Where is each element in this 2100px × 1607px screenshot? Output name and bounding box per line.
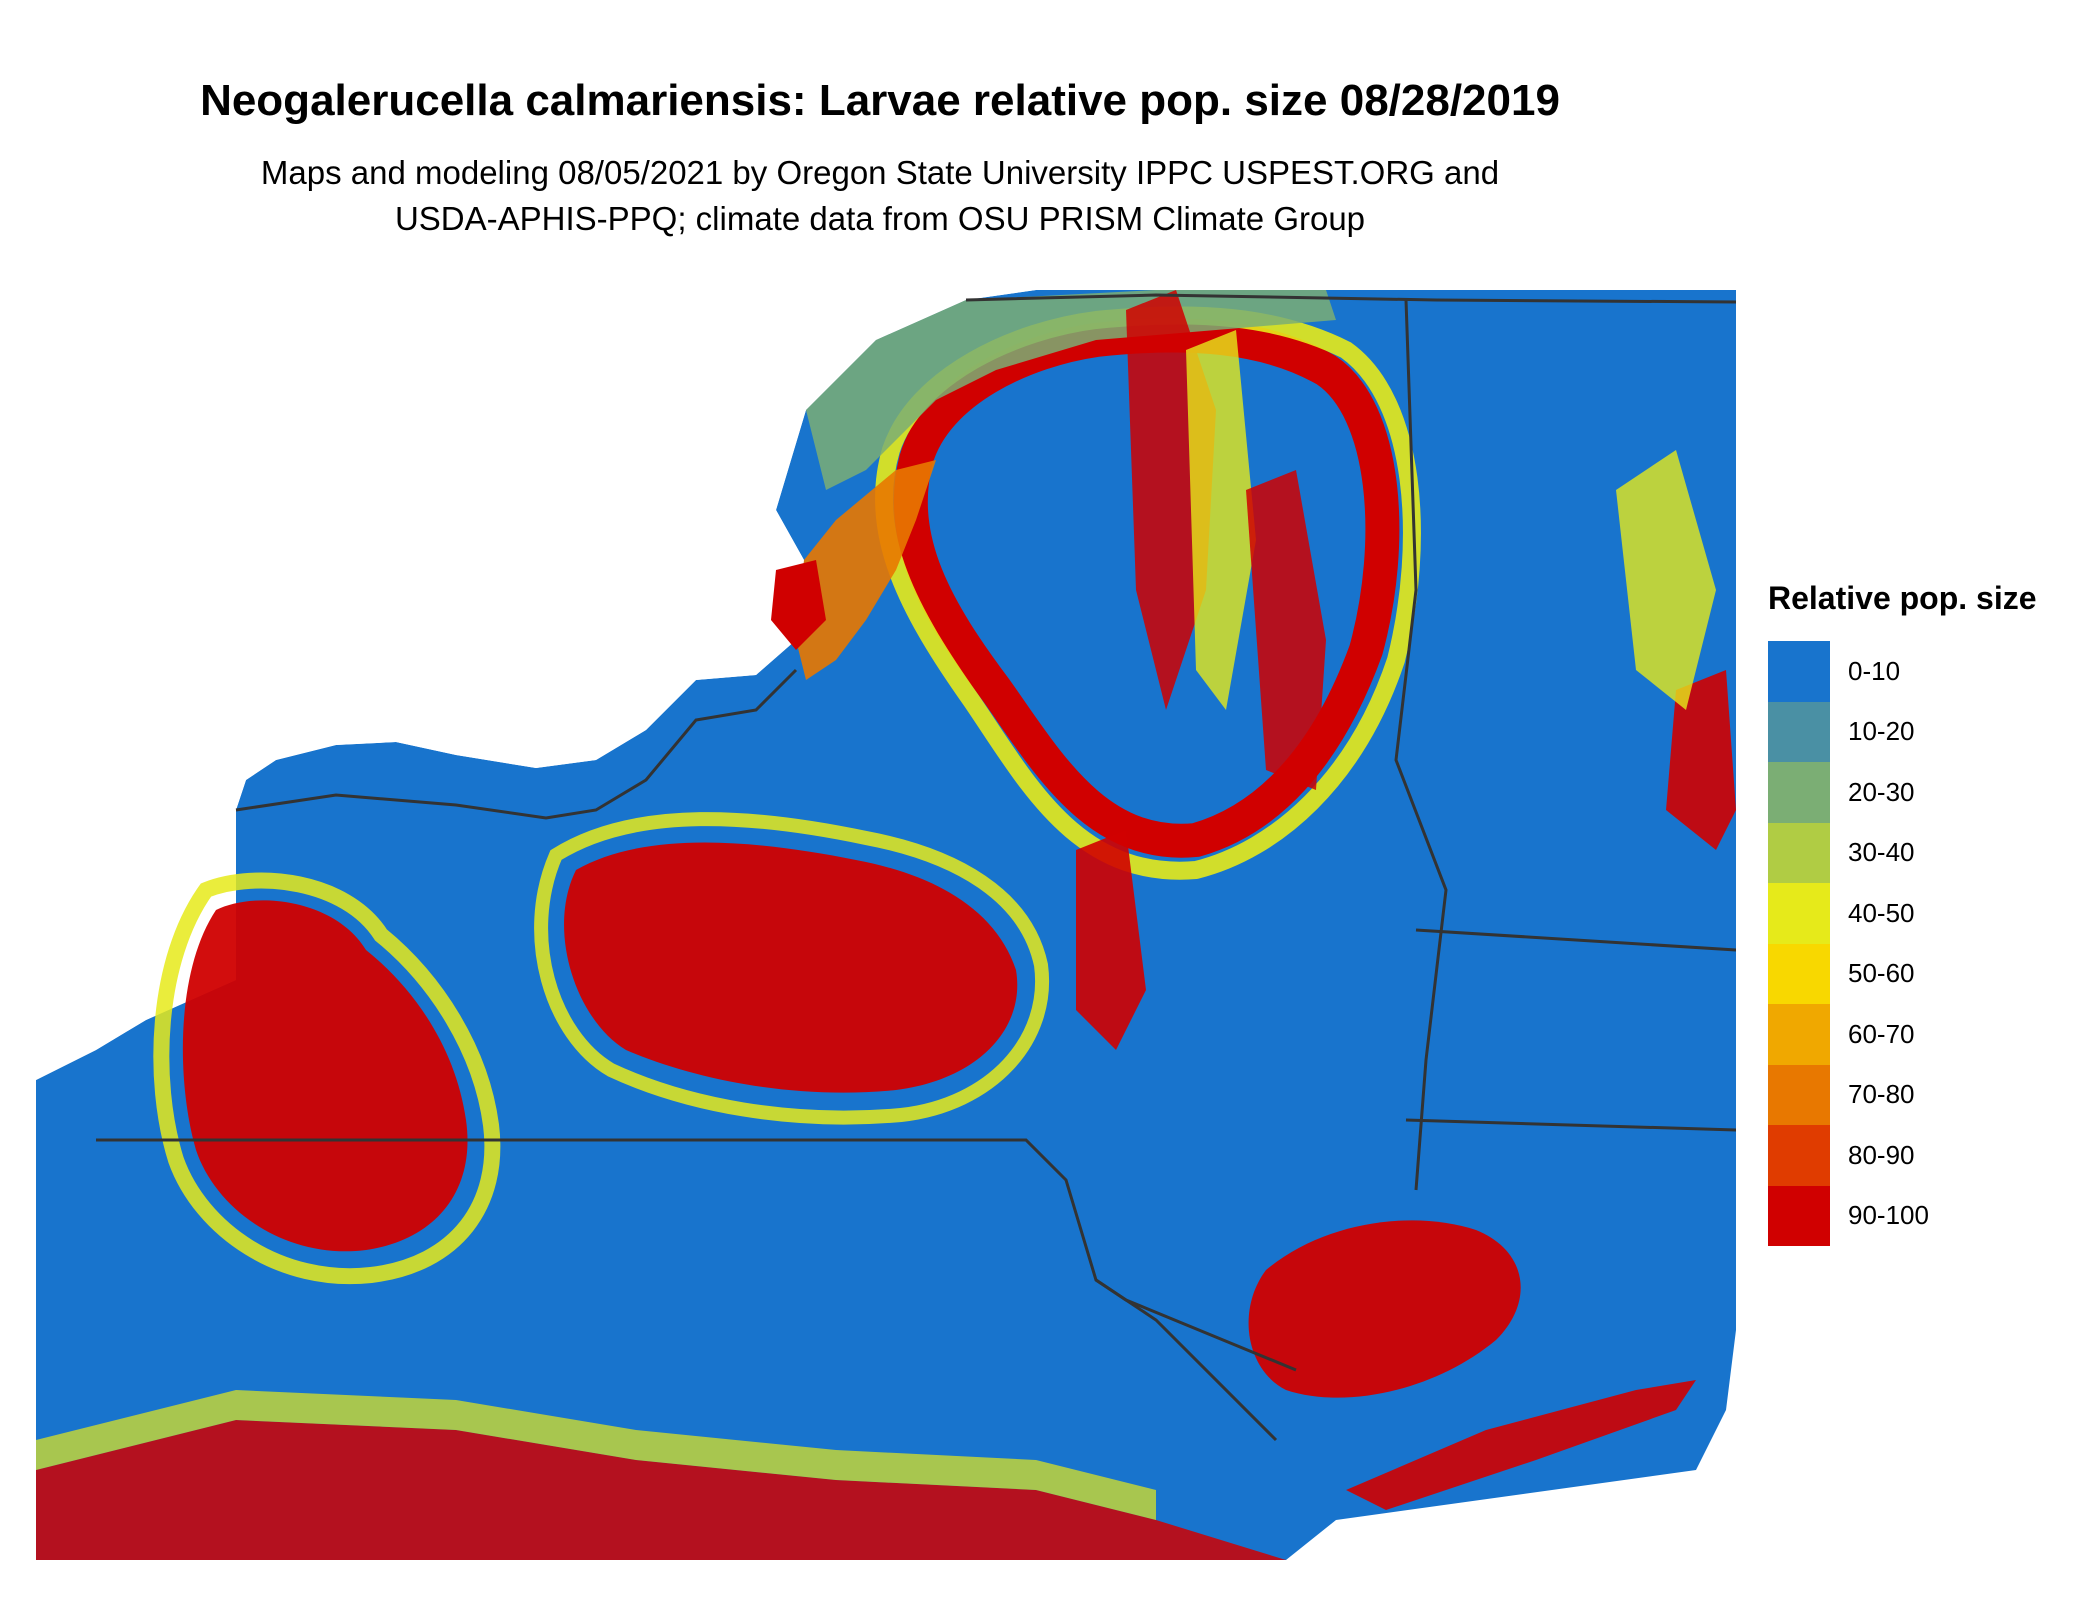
legend-label: 30-40 xyxy=(1848,837,1915,868)
legend-swatch xyxy=(1768,1185,1830,1246)
legend-label: 40-50 xyxy=(1848,897,1915,928)
central-hotspot-fringe xyxy=(534,812,1050,1125)
population-map xyxy=(36,290,1736,1560)
west-hotspot xyxy=(182,900,468,1252)
legend-swatch xyxy=(1768,701,1830,762)
north-band xyxy=(806,290,1336,490)
legend-item: 90-100 xyxy=(1768,1185,2088,1246)
legend-swatch xyxy=(1768,1004,1830,1065)
map-subtitle: Maps and modeling 08/05/2021 by Oregon S… xyxy=(0,150,1760,242)
legend-label: 50-60 xyxy=(1848,958,1915,989)
map-legend: Relative pop. size 0-10 10-20 20-30 30-4… xyxy=(1768,580,2088,1246)
ny-vt-border xyxy=(1394,299,1448,1191)
legend-label: 60-70 xyxy=(1848,1018,1915,1049)
vermont-hotspot xyxy=(1666,670,1736,850)
ny-ct-border xyxy=(1405,1118,1736,1132)
subtitle-line-1: Maps and modeling 08/05/2021 by Oregon S… xyxy=(260,154,1500,191)
legend-items: 0-10 10-20 20-30 30-40 40-50 50-60 60-70 xyxy=(1768,641,2088,1246)
south-band-fringe xyxy=(36,1390,1156,1520)
legend-swatch xyxy=(1768,641,1830,702)
ny-pa-border xyxy=(96,1138,1278,1442)
hudson-strip xyxy=(1076,830,1146,1050)
long-island xyxy=(1346,1380,1696,1510)
legend-label: 80-90 xyxy=(1848,1139,1915,1170)
map-title: Neogalerucella calmariensis: Larvae rela… xyxy=(200,76,1560,125)
lake-erie-shore xyxy=(235,668,798,820)
legend-label: 10-20 xyxy=(1848,716,1915,747)
legend-swatch xyxy=(1768,943,1830,1004)
legend-label: 0-10 xyxy=(1848,655,1901,686)
ny-northern-border xyxy=(965,293,1736,304)
legend-item: 40-50 xyxy=(1768,883,2088,944)
legend-label: 20-30 xyxy=(1848,776,1915,807)
lake-ontario xyxy=(36,290,1036,1080)
central-hotspot xyxy=(564,842,1018,1093)
legend-item: 50-60 xyxy=(1768,943,2088,1004)
legend-item: 70-80 xyxy=(1768,1064,2088,1125)
legend-swatch xyxy=(1768,1125,1830,1186)
legend-swatch xyxy=(1768,822,1830,883)
ny-nj-border xyxy=(1095,1278,1297,1372)
southeast-hotspot xyxy=(1248,1220,1521,1398)
legend-item: 60-70 xyxy=(1768,1004,2088,1065)
legend-item: 20-30 xyxy=(1768,762,2088,823)
legend-swatch xyxy=(1768,762,1830,823)
legend-item: 0-10 xyxy=(1768,641,2088,702)
state-borders xyxy=(96,293,1736,1442)
east-strip-3 xyxy=(1246,470,1326,790)
legend-label: 70-80 xyxy=(1848,1079,1915,1110)
legend-label: 90-100 xyxy=(1848,1200,1929,1231)
vt-ma-border xyxy=(1415,928,1736,952)
legend-item: 10-20 xyxy=(1768,701,2088,762)
shore-hotspot xyxy=(771,560,826,650)
subtitle-line-2: USDA-APHIS-PPQ; climate data from OSU PR… xyxy=(394,200,1366,237)
lakeshore-band xyxy=(796,460,936,680)
east-strip-2 xyxy=(1186,330,1256,710)
south-band xyxy=(36,1420,1286,1560)
mass-hotspot xyxy=(1616,450,1716,710)
legend-item: 80-90 xyxy=(1768,1125,2088,1186)
legend-title: Relative pop. size xyxy=(1768,580,2037,616)
legend-item: 30-40 xyxy=(1768,822,2088,883)
legend-swatch xyxy=(1768,1064,1830,1125)
west-hotspot-fringe xyxy=(153,872,501,1285)
legend-swatch xyxy=(1768,883,1830,944)
